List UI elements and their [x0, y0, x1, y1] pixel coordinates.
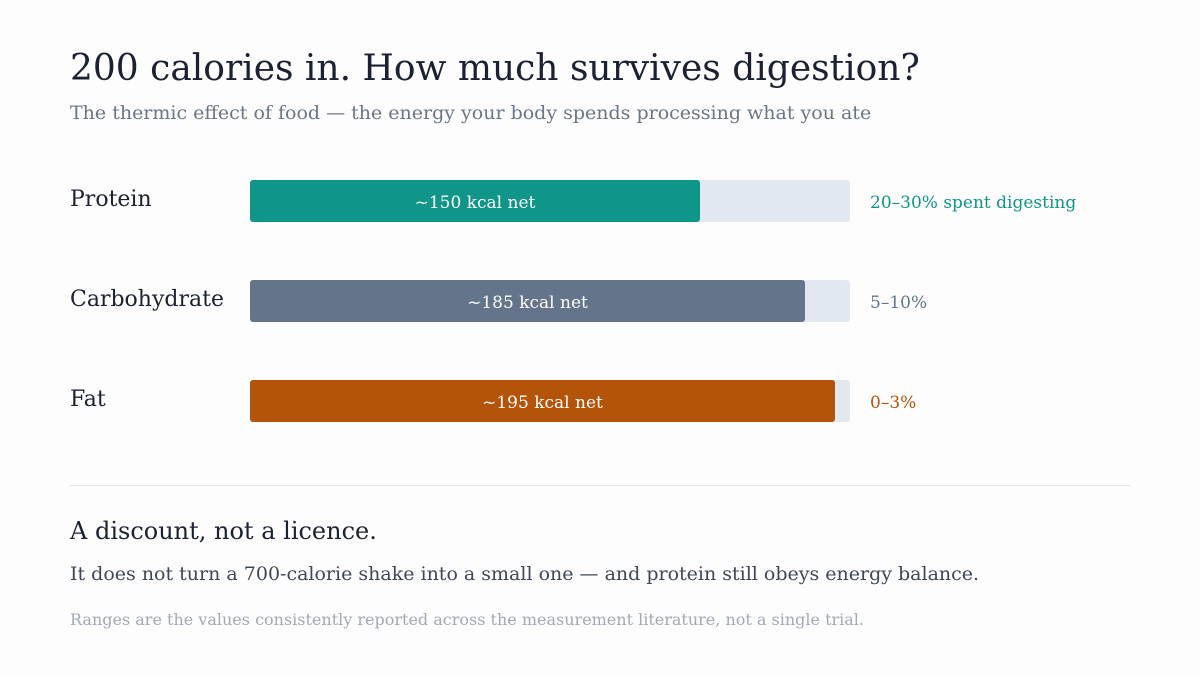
category-label-carbohydrate: Carbohydrate [70, 287, 224, 312]
section-divider [70, 485, 1130, 486]
range-label-carbohydrate: 5–10% [870, 293, 927, 313]
bar-row-protein: Protein ~150 kcal net 20–30% spent digesti… [70, 180, 1076, 222]
bar-row-fat: Fat ~195 kcal net 0–3% [70, 380, 916, 422]
bar-value-label-protein: ~150 kcal net [415, 193, 536, 213]
bar-carbohydrate [250, 280, 805, 322]
bar-value-label-carbohydrate: ~185 kcal net [467, 293, 588, 313]
note-body: It does not turn a 700-calorie shake int… [70, 563, 980, 585]
bar-row-carbohydrate: Carbohydrate ~185 kcal net 5–10% [70, 280, 927, 322]
chart-canvas: Protein ~150 kcal net 20–30% spent digesti… [70, 180, 1076, 422]
bar-protein [250, 180, 700, 222]
category-label-fat: Fat [70, 387, 106, 412]
footnote: Ranges are the values consistently repor… [70, 610, 864, 629]
range-label-protein: 20–30% spent digesting [870, 193, 1076, 213]
bar-value-label-fat: ~195 kcal net [482, 393, 603, 413]
note-heading: A discount, not a licence. [70, 517, 377, 545]
category-label-protein: Protein [70, 187, 152, 212]
range-label-fat: 0–3% [870, 393, 916, 413]
macronutrient-bar-chart: Protein ~150 kcal net 20–30% spent digesti… [70, 180, 1076, 422]
bar-fat [250, 380, 835, 422]
page-subtitle: The thermic effect of food — the energy … [70, 102, 872, 124]
page-title: 200 calories in. How much survives diges… [70, 48, 920, 89]
